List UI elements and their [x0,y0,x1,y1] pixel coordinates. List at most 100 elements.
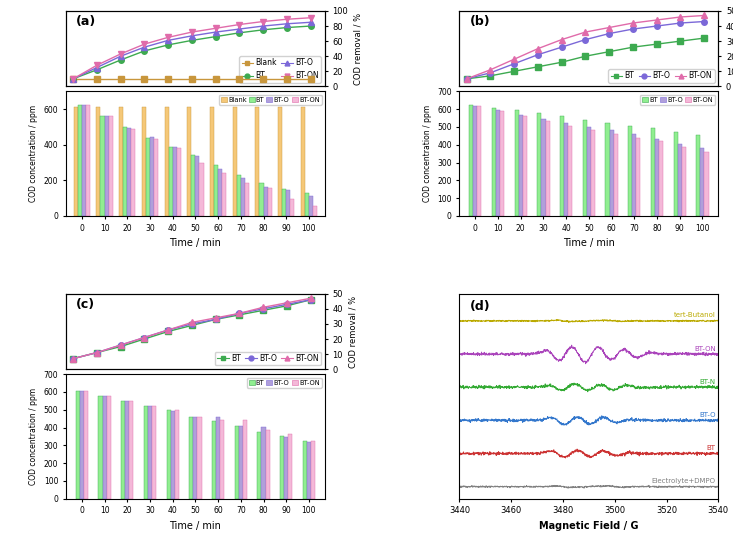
X-axis label: Time / min: Time / min [169,238,221,248]
Y-axis label: COD removal / %: COD removal / % [354,13,363,85]
Text: BT-ON: BT-ON [694,346,715,352]
Bar [216,416,220,499]
Bar [144,406,148,499]
Legend: Blank, BT, BT-O, BT-ON: Blank, BT, BT-O, BT-ON [218,95,322,105]
Bar [103,396,106,499]
Bar [222,173,226,216]
Bar [610,130,614,216]
Bar [197,416,202,499]
Bar [80,391,84,499]
Bar [86,105,90,216]
Bar [500,111,504,216]
Bar [128,128,131,216]
Bar [259,183,264,216]
Bar [164,107,169,216]
Bar [583,120,587,216]
Bar [98,396,103,499]
Bar [290,199,295,216]
Bar [469,105,474,216]
Bar [243,420,247,499]
Bar [106,396,111,499]
Bar [141,107,146,216]
Bar [187,107,191,216]
Bar [210,107,214,216]
Bar [173,146,177,216]
Bar [237,175,241,216]
Bar [220,420,224,499]
Legend: Blank, BT, BT-O, BT-ON: Blank, BT, BT-O, BT-ON [239,56,321,83]
X-axis label: Magnetic Field / G: Magnetic Field / G [539,521,638,531]
Text: BT-N: BT-N [699,379,715,385]
Bar [280,436,284,499]
Bar [477,106,482,216]
Bar [651,128,655,216]
Bar [492,109,496,216]
Text: (a): (a) [76,15,97,28]
Y-axis label: COD concentration / ppm: COD concentration / ppm [423,105,432,202]
Bar [166,410,171,499]
X-axis label: Time / min: Time / min [563,238,615,248]
Bar [628,125,633,216]
Bar [659,141,663,216]
Bar [194,416,197,499]
Bar [108,116,113,216]
Bar [278,107,282,216]
Bar [241,178,245,216]
Bar [704,151,709,216]
Bar [232,107,237,216]
Bar [264,186,268,216]
Bar [131,129,136,216]
Bar [218,169,222,216]
Text: BT: BT [707,445,715,451]
Bar [288,433,292,499]
Bar [174,410,179,499]
Bar [121,401,125,499]
Bar [282,189,287,216]
Bar [148,406,152,499]
Legend: BT, BT-O, BT-ON: BT, BT-O, BT-ON [246,378,322,387]
Bar [78,105,82,216]
Y-axis label: COD concentration / ppm: COD concentration / ppm [29,105,38,202]
Bar [146,138,150,216]
Bar [303,442,307,499]
Bar [214,165,218,216]
Text: Electrolyte+DMPO: Electrolyte+DMPO [652,478,715,484]
Bar [119,107,123,216]
Y-axis label: COD removal / %: COD removal / % [349,295,358,368]
Bar [633,134,636,216]
Bar [245,183,249,216]
Bar [591,130,595,216]
Bar [100,116,105,216]
Legend: BT, BT-O, BT-ON: BT, BT-O, BT-ON [608,69,715,83]
Bar [75,391,80,499]
Bar [701,149,704,216]
Bar [655,139,659,216]
Bar [265,430,270,499]
Bar [268,189,272,216]
Bar [177,149,181,216]
Bar [307,442,311,499]
Bar [262,427,265,499]
Bar [74,107,78,216]
Bar [191,155,196,216]
Bar [154,139,158,216]
Bar [313,206,317,216]
Bar [545,121,550,216]
Text: (b): (b) [470,15,490,28]
Bar [309,196,313,216]
Bar [496,110,500,216]
Bar [301,107,305,216]
Y-axis label: COD concentration / ppm: COD concentration / ppm [29,388,38,485]
Bar [568,126,572,216]
Bar [682,146,686,216]
Bar [255,107,259,216]
Bar [189,416,194,499]
Bar [311,441,315,499]
Bar [199,163,204,216]
Bar [257,432,262,499]
Bar [105,116,108,216]
Bar [97,107,100,216]
Bar [674,132,678,216]
Text: BT-O: BT-O [699,412,715,418]
Bar [84,391,88,499]
